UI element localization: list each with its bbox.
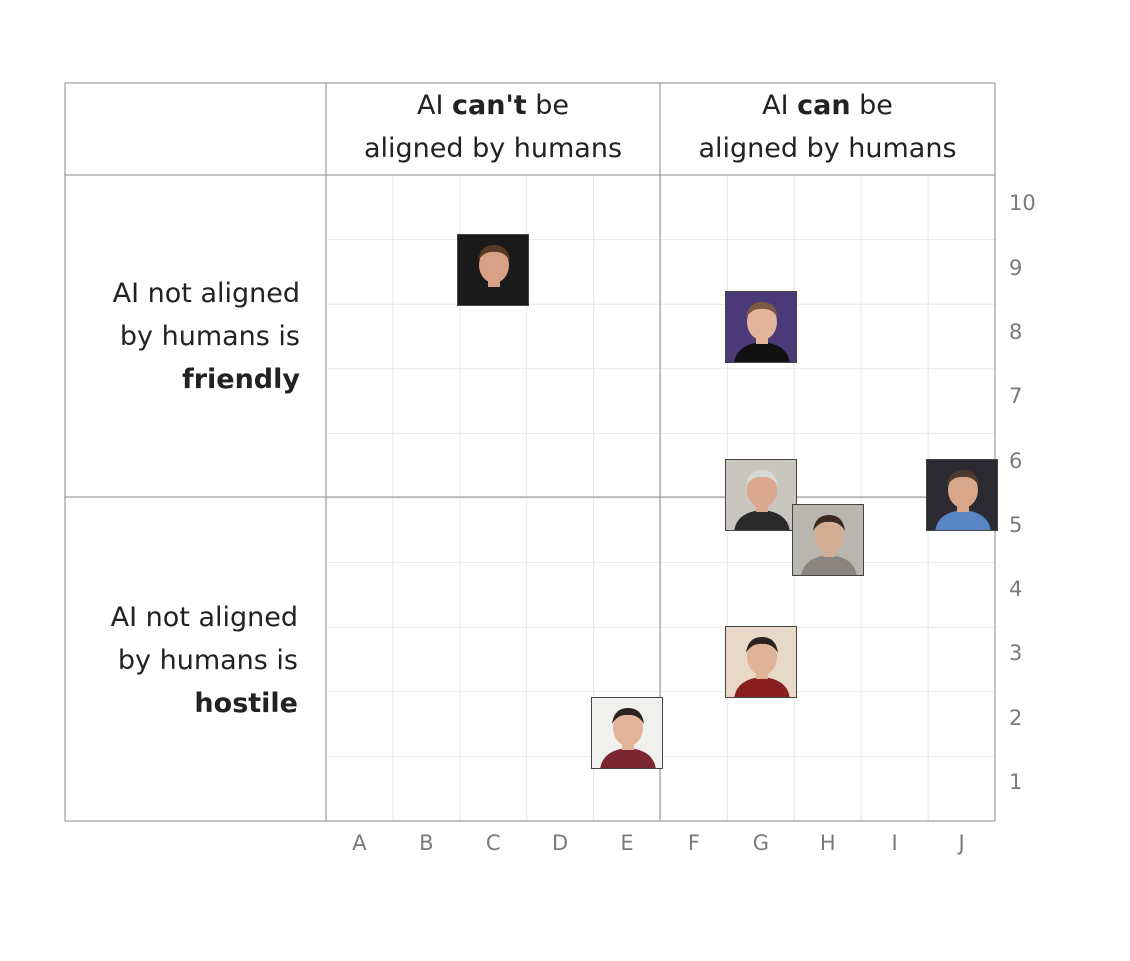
data-point-portrait — [791, 503, 864, 576]
y-tick-label: 9 — [1009, 255, 1023, 280]
x-tick-label: F — [687, 831, 700, 855]
y-tick-label: 8 — [1009, 319, 1023, 344]
row-header-friendly: AI not aligned by humans is friendly — [112, 278, 300, 395]
column-header-can: AI can be aligned by humans — [698, 90, 957, 164]
x-tick-label: G — [752, 831, 769, 855]
data-point-portrait — [724, 291, 797, 364]
x-tick-label: A — [352, 831, 367, 855]
data-point-portrait — [591, 696, 664, 769]
y-tick-label: 4 — [1009, 577, 1023, 602]
y-tick-label: 7 — [1009, 384, 1023, 409]
x-tick-label: E — [620, 831, 634, 855]
column-header-cant: AI can't be aligned by humans — [363, 90, 623, 164]
x-tick-label: B — [419, 831, 434, 855]
y-tick-label: 1 — [1009, 770, 1023, 794]
y-tick-label: 6 — [1009, 448, 1023, 473]
x-tick-label: C — [485, 831, 501, 855]
data-point-portrait — [457, 233, 530, 306]
x-tick-label: H — [819, 831, 836, 855]
data-point-portrait — [925, 458, 998, 531]
x-tick-label: J — [958, 831, 965, 855]
row-header-hostile: AI not aligned by humans is hostile — [110, 602, 298, 719]
data-point-portrait — [724, 458, 797, 531]
x-tick-label: I — [891, 831, 898, 855]
x-tick-label: D — [552, 831, 569, 855]
y-tick-label: 5 — [1009, 512, 1023, 537]
y-tick-label: 10 — [1009, 191, 1036, 216]
y-tick-label: 3 — [1009, 641, 1023, 666]
data-point-portrait — [724, 625, 797, 698]
y-tick-label: 2 — [1009, 705, 1023, 730]
